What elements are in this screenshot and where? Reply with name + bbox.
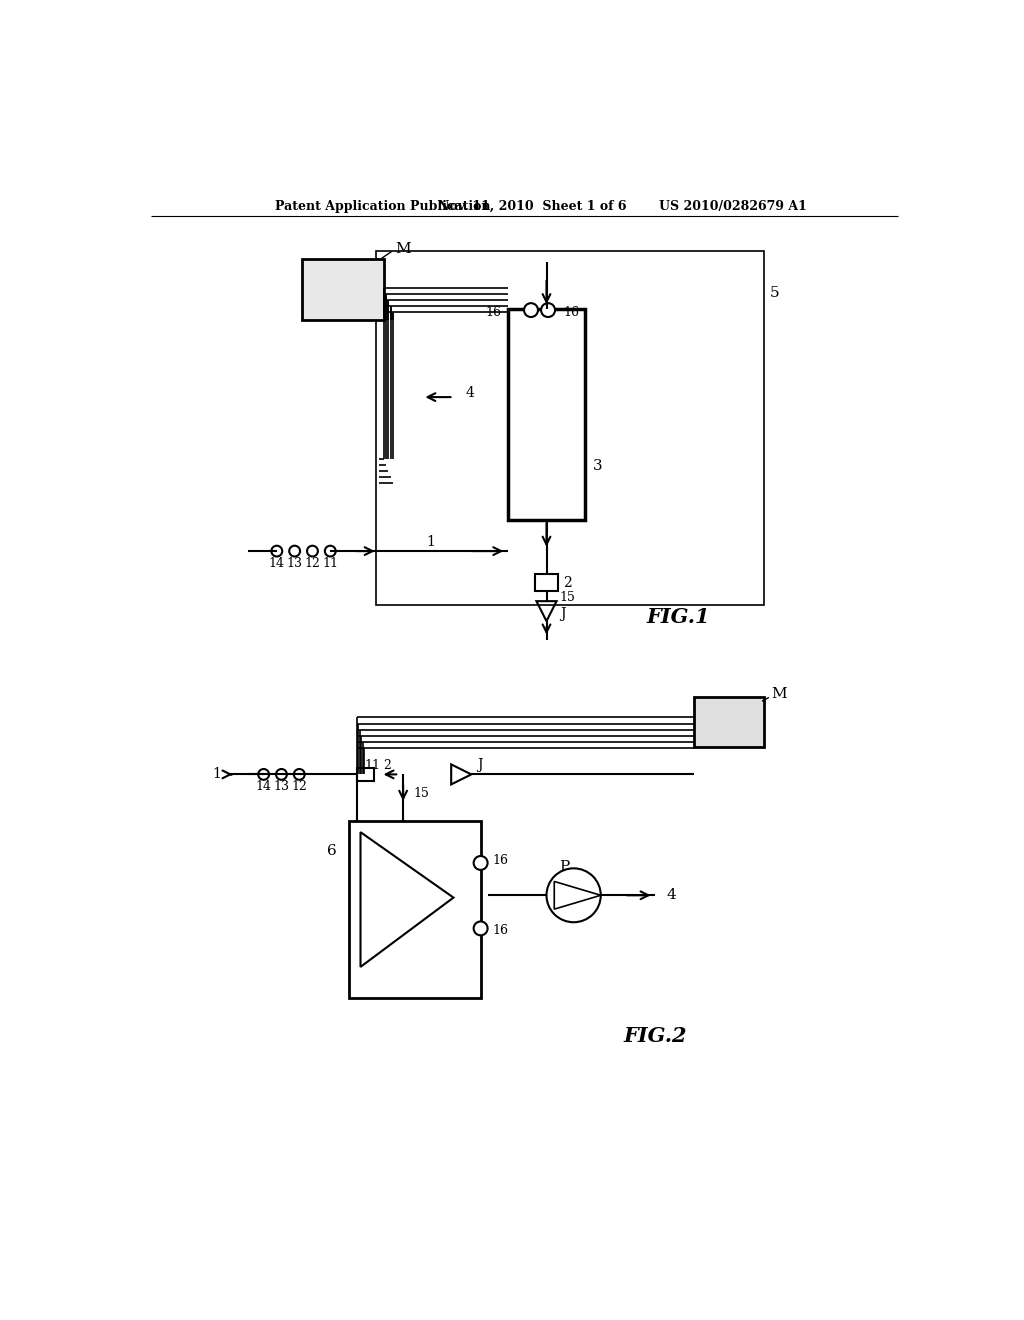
- Text: 14: 14: [268, 557, 285, 570]
- Text: 15: 15: [560, 591, 575, 603]
- Text: M: M: [771, 686, 786, 701]
- Text: P: P: [559, 859, 569, 874]
- Text: 2: 2: [563, 576, 572, 590]
- Bar: [535, 574, 558, 591]
- Text: 14: 14: [256, 780, 271, 793]
- Text: M: M: [395, 243, 411, 256]
- Text: 13: 13: [273, 780, 290, 793]
- Text: 11: 11: [323, 557, 338, 570]
- Circle shape: [474, 857, 487, 870]
- Bar: [376, 251, 764, 605]
- Circle shape: [524, 304, 538, 317]
- Circle shape: [271, 545, 283, 557]
- Text: 4: 4: [667, 888, 677, 903]
- Circle shape: [294, 770, 305, 780]
- Circle shape: [276, 770, 287, 780]
- Text: 5: 5: [770, 286, 779, 300]
- Circle shape: [541, 304, 555, 317]
- Text: 12: 12: [304, 557, 321, 570]
- Text: Patent Application Publication: Patent Application Publication: [275, 199, 490, 213]
- Text: 6: 6: [328, 845, 337, 858]
- Text: FIG.1: FIG.1: [646, 607, 710, 627]
- Text: 16: 16: [493, 924, 508, 937]
- Text: 16: 16: [563, 306, 580, 319]
- Text: 2: 2: [384, 759, 391, 772]
- Circle shape: [474, 921, 487, 936]
- Text: US 2010/0282679 A1: US 2010/0282679 A1: [658, 199, 807, 213]
- Text: 3: 3: [593, 459, 603, 474]
- Circle shape: [325, 545, 336, 557]
- Bar: [302, 259, 384, 321]
- Text: J: J: [477, 758, 482, 772]
- Circle shape: [258, 770, 269, 780]
- Text: 16: 16: [485, 306, 502, 319]
- Text: 1: 1: [212, 767, 221, 781]
- Text: 15: 15: [414, 787, 429, 800]
- Bar: [349, 821, 480, 998]
- Bar: [356, 768, 374, 780]
- Text: FIG.2: FIG.2: [624, 1026, 687, 1047]
- Circle shape: [289, 545, 300, 557]
- Text: J: J: [560, 607, 566, 622]
- Bar: [693, 697, 764, 747]
- Text: Nov. 11, 2010  Sheet 1 of 6: Nov. 11, 2010 Sheet 1 of 6: [438, 199, 627, 213]
- Text: 1: 1: [426, 535, 434, 549]
- Text: 12: 12: [292, 780, 307, 793]
- Circle shape: [547, 869, 601, 923]
- Circle shape: [307, 545, 317, 557]
- Text: 16: 16: [493, 854, 508, 867]
- Text: 11: 11: [365, 759, 380, 772]
- Text: 13: 13: [287, 557, 303, 570]
- Bar: [508, 309, 586, 520]
- Text: 4: 4: [465, 387, 474, 400]
